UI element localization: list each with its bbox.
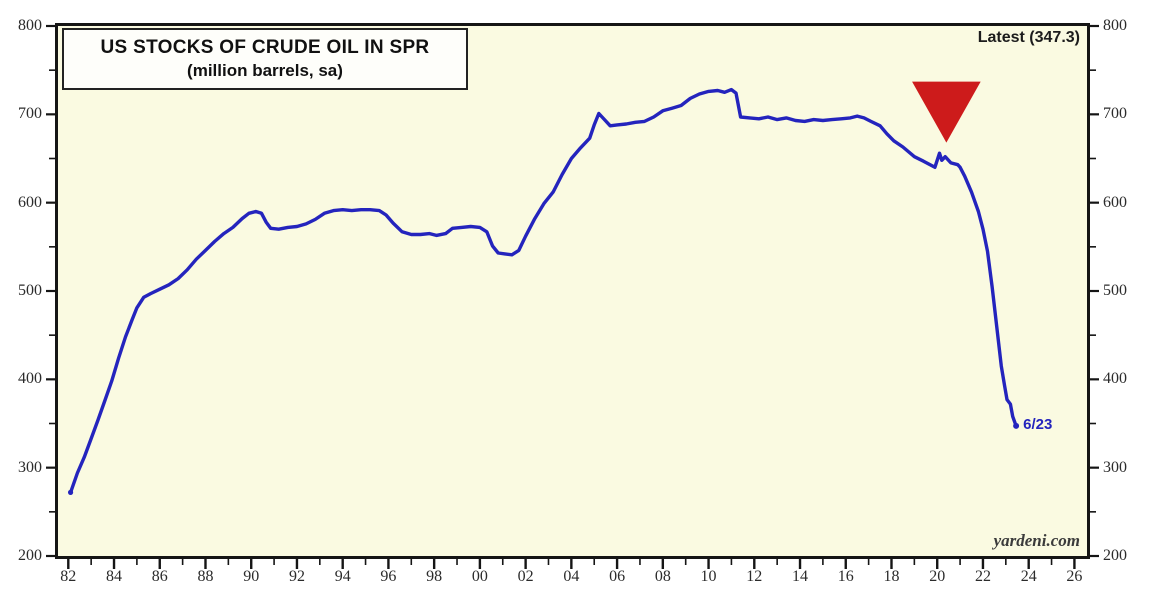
x-tick-label: 26: [1066, 568, 1083, 585]
y-tick-label: 300: [1103, 458, 1127, 476]
x-tick-label: 18: [883, 568, 900, 585]
x-tick-label: 02: [517, 568, 534, 585]
y-tick-label: 200: [1103, 547, 1127, 564]
y-tick-label: 700: [1103, 105, 1127, 123]
y-tick-label: 700: [18, 105, 42, 123]
y-tick-label: 800: [18, 17, 42, 34]
latest-value-label: Latest (347.3): [977, 29, 1080, 46]
x-tick-label: 20: [929, 568, 946, 585]
y-tick-label: 300: [18, 458, 42, 476]
x-tick-label: 90: [243, 568, 260, 585]
x-tick-label: 94: [334, 568, 351, 585]
x-tick-label: 12: [746, 568, 763, 585]
x-tick-label: 08: [654, 568, 671, 585]
plot-area: [55, 23, 1090, 559]
y-tick-label: 600: [1103, 193, 1127, 211]
watermark: yardeni.com: [993, 531, 1080, 550]
x-tick-label: 86: [151, 568, 168, 585]
x-tick-label: 98: [426, 568, 443, 585]
x-tick-label: 82: [60, 568, 77, 585]
spr-series-line: [68, 87, 1018, 495]
x-tick-label: 88: [197, 568, 214, 585]
y-tick-label: 800: [1103, 17, 1127, 34]
y-tick-label: 200: [18, 547, 42, 564]
chart-title-box: US STOCKS OF CRUDE OIL IN SPR (million b…: [62, 28, 468, 90]
chart-subtitle: (million barrels, sa): [187, 61, 343, 80]
x-tick-label: 16: [837, 568, 854, 585]
x-tick-label: 24: [1020, 568, 1037, 585]
y-tick-label: 400: [18, 370, 42, 388]
y-tick-label: 600: [18, 193, 42, 211]
x-tick-label: 84: [106, 568, 123, 585]
x-tick-label: 22: [974, 568, 991, 585]
x-tick-label: 10: [700, 568, 717, 585]
y-tick-label: 500: [1103, 282, 1127, 299]
series-start-dot: [67, 489, 74, 495]
x-tick-label: 92: [288, 568, 305, 585]
x-tick-label: 04: [563, 568, 580, 585]
y-tick-label: 500: [18, 282, 42, 299]
x-tick-label: 00: [471, 568, 488, 585]
x-tick-label: 96: [380, 568, 397, 585]
series-end-dot: [1013, 422, 1020, 429]
peak-down-triangle-icon: [912, 81, 981, 143]
series-end-label: 6/23: [1023, 415, 1053, 433]
y-tick-label: 400: [1103, 370, 1127, 388]
x-tick-label: 06: [609, 568, 626, 585]
x-tick-label: 14: [792, 568, 809, 585]
chart-title: US STOCKS OF CRUDE OIL IN SPR: [100, 37, 430, 58]
